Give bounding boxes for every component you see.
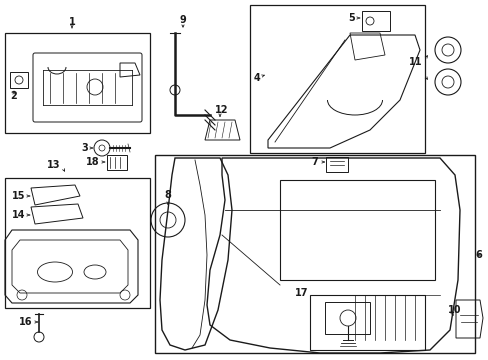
Text: 1: 1 — [68, 17, 75, 27]
Text: 8: 8 — [164, 190, 171, 200]
Text: 16: 16 — [19, 317, 32, 327]
Bar — [280, 180, 434, 280]
Bar — [5, 33, 150, 133]
Text: 5: 5 — [347, 13, 354, 23]
Text: 13: 13 — [46, 160, 60, 170]
Bar — [155, 155, 474, 353]
Text: 18: 18 — [86, 157, 100, 167]
Text: 7: 7 — [311, 157, 317, 167]
Text: 6: 6 — [474, 250, 481, 260]
Bar — [10, 72, 28, 88]
Bar — [107, 155, 127, 170]
Text: 10: 10 — [447, 305, 461, 315]
Bar — [325, 157, 347, 172]
Text: 2: 2 — [11, 91, 18, 101]
Bar — [309, 295, 424, 350]
Bar — [249, 5, 424, 153]
Bar — [361, 11, 389, 31]
Text: 3: 3 — [81, 143, 88, 153]
Bar — [325, 302, 369, 334]
Text: 15: 15 — [12, 191, 25, 201]
Text: 17: 17 — [294, 288, 307, 298]
Text: 4: 4 — [253, 73, 260, 83]
Text: 12: 12 — [215, 105, 228, 115]
Text: 9: 9 — [179, 15, 186, 25]
Bar — [5, 178, 150, 308]
Text: 14: 14 — [12, 210, 25, 220]
Text: 11: 11 — [407, 57, 421, 67]
